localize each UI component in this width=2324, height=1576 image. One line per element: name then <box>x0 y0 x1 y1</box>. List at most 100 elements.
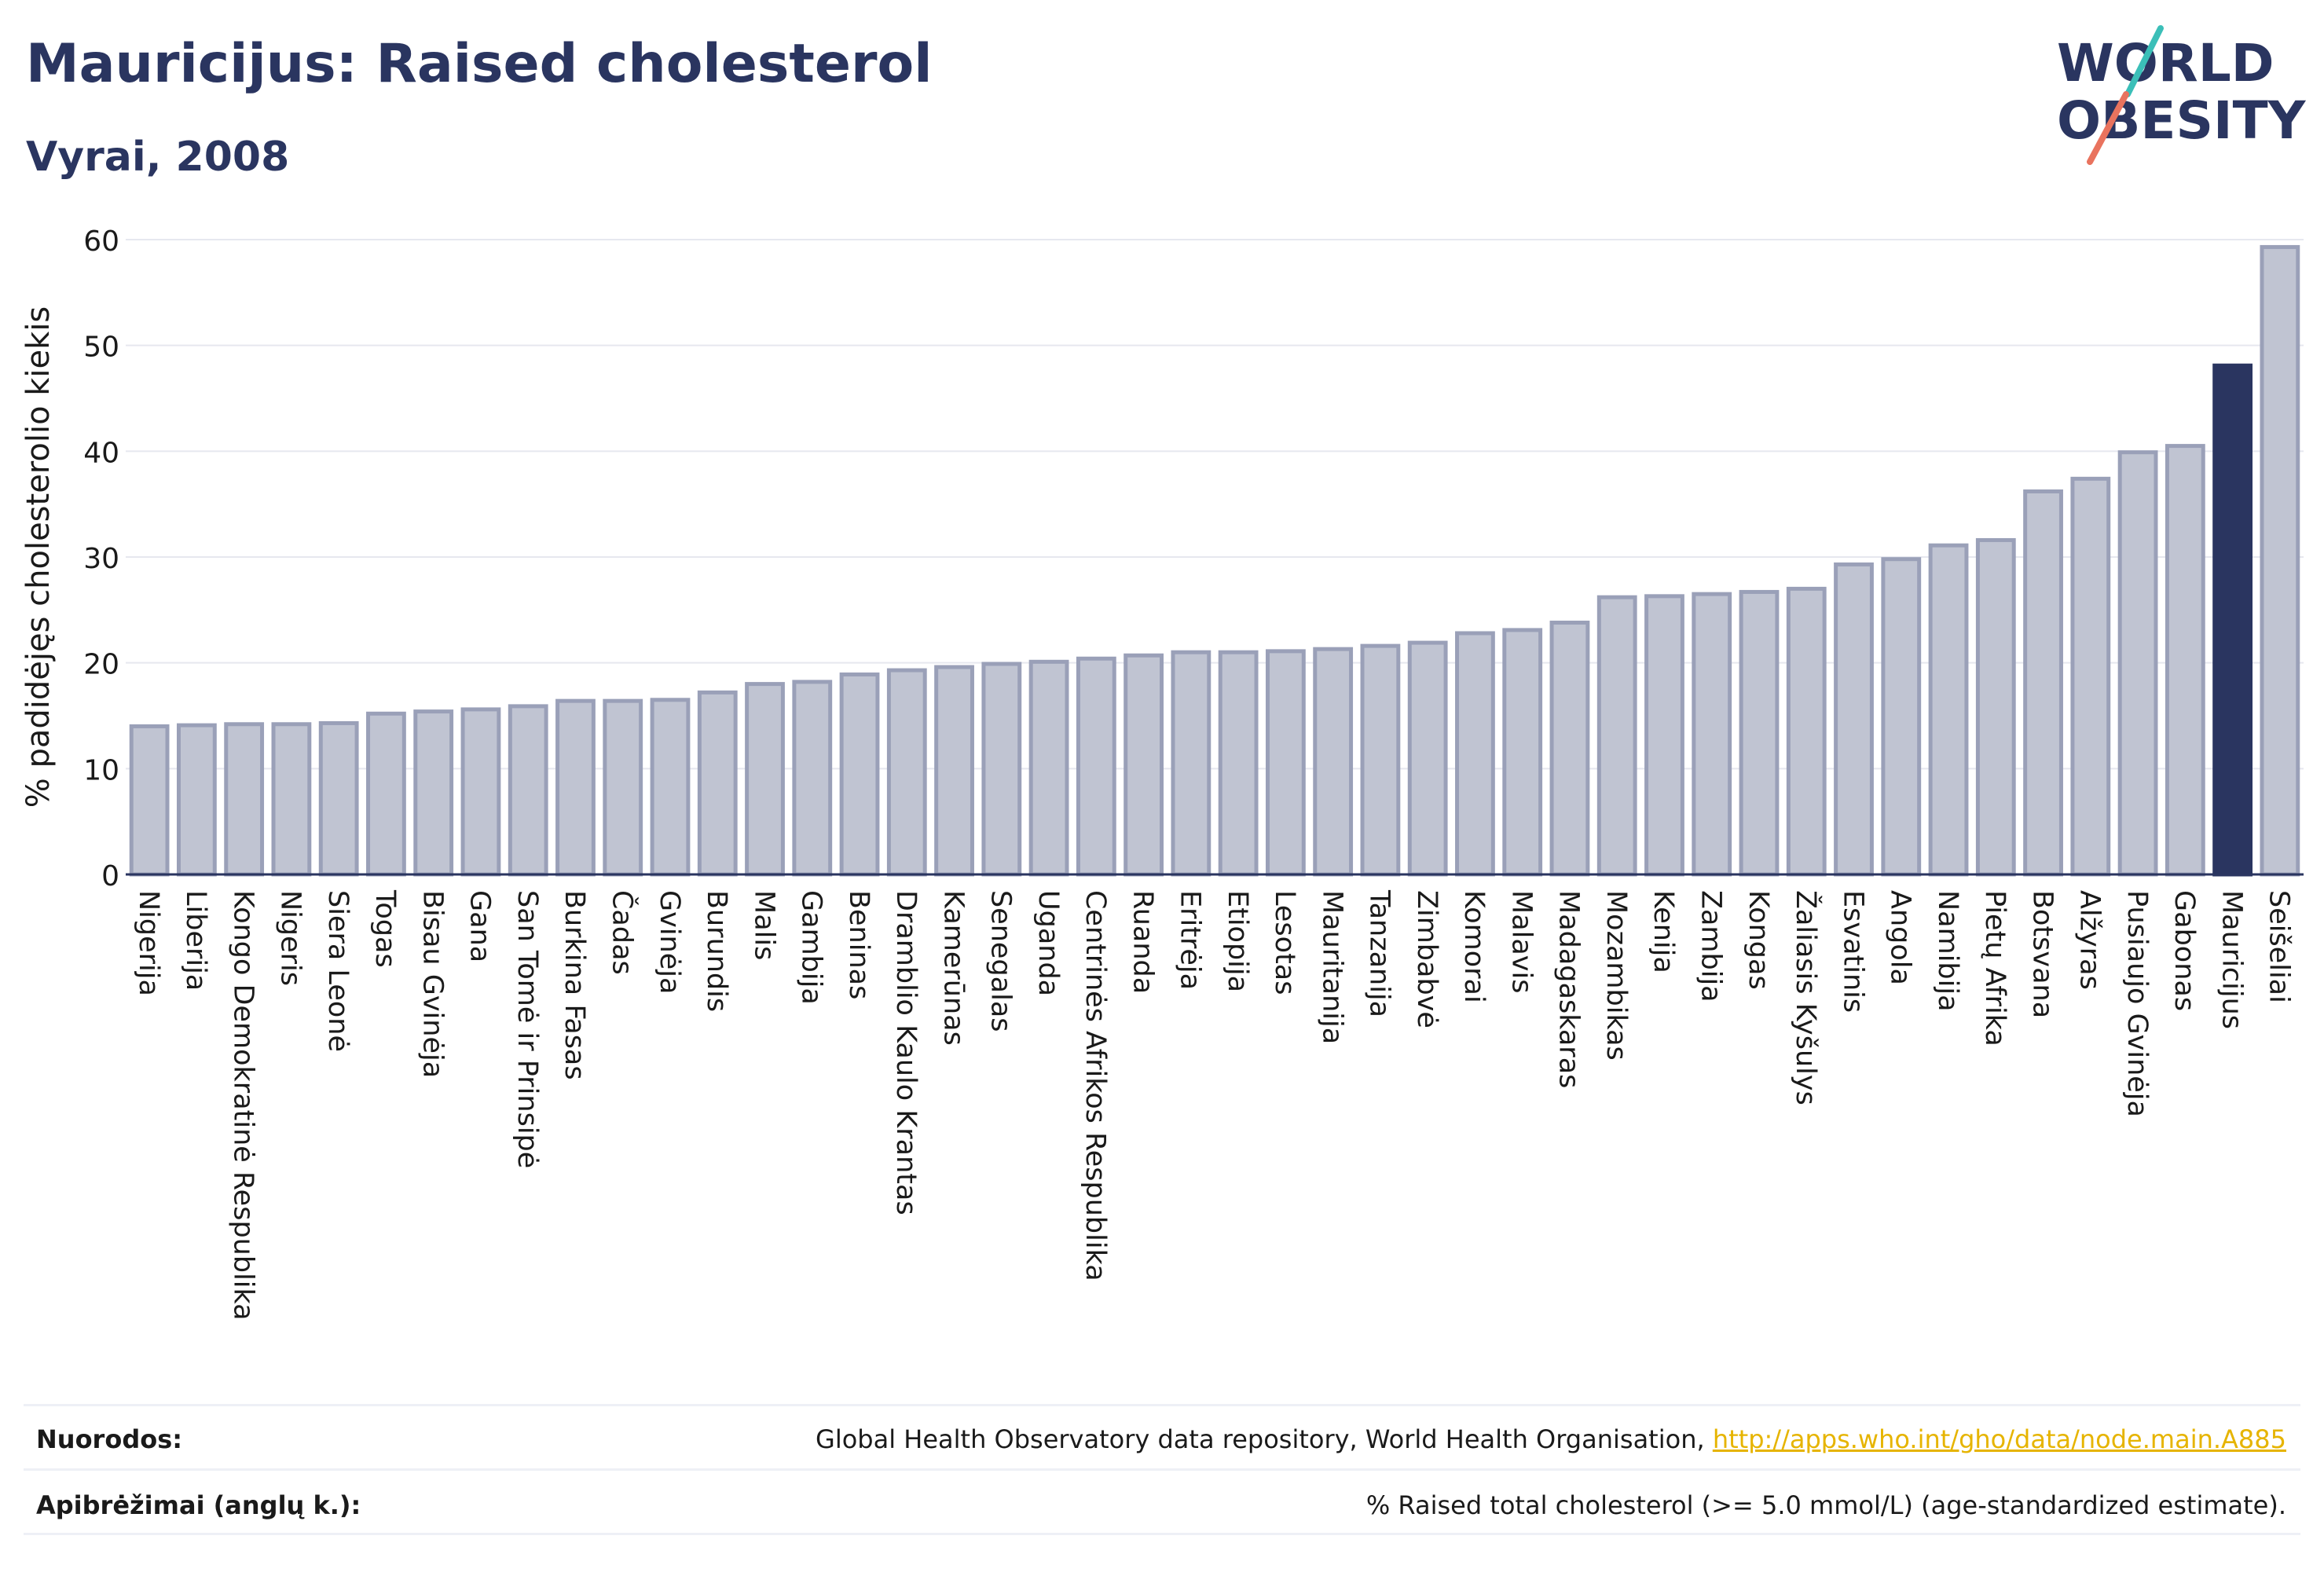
x-tick-label: Dramblio Kaulo Krantas <box>890 890 922 1215</box>
x-tick-label: Komorai <box>1458 890 1490 1003</box>
bar <box>1881 557 1922 877</box>
x-tick-label: Kenija <box>1648 890 1679 973</box>
bar <box>1692 592 1732 877</box>
x-tick-label: Nigeris <box>275 890 306 986</box>
x-tick-label: Esvatinis <box>1837 890 1868 1013</box>
x-tick-label: Seišeliai <box>2264 890 2295 1003</box>
x-tick-label: Kongas <box>1743 890 1774 990</box>
x-tick-label: San Tomė ir Prinsipė <box>511 890 543 1168</box>
bar <box>1171 650 1211 877</box>
chart-subtitle: Vyrai, 2008 <box>26 134 290 181</box>
x-tick-label: Etiopija <box>1222 890 1253 992</box>
y-axis-ticks: 0 10 20 30 40 50 60 <box>83 225 119 892</box>
bar <box>1928 543 1969 877</box>
bar <box>224 722 265 877</box>
bar <box>508 704 548 877</box>
bar <box>839 672 880 877</box>
logo-slash-teal <box>2124 25 2164 97</box>
x-tick-label: Ruanda <box>1127 890 1158 994</box>
sources-label: Nuorodos: <box>36 1424 183 1454</box>
x-tick-label: Gvinėja <box>654 890 685 994</box>
bar <box>1596 595 1637 877</box>
x-tick-label: Mozambikas <box>1600 890 1632 1061</box>
definition-value: % Raised total cholesterol (>= 5.0 mmol/… <box>1365 1490 2286 1520</box>
bar <box>1124 653 1164 877</box>
x-tick-label: Čadas <box>606 890 639 975</box>
sources-value: Global Health Observatory data repositor… <box>816 1424 2286 1454</box>
bar <box>745 682 785 877</box>
sources-link[interactable]: http://apps.who.int/gho/data/node.main.A… <box>1712 1424 2286 1454</box>
bar <box>1028 659 1069 877</box>
x-tick-label: Lesotas <box>1269 890 1300 995</box>
x-tick-label: Kongo Demokratinė Respublika <box>227 890 258 1321</box>
bar <box>1834 562 1874 877</box>
bar <box>2070 476 2111 877</box>
x-tick-label: Namibija <box>1932 890 1963 1012</box>
x-axis-labels: Nigerija Liberija Kongo Demokratinė Respub… <box>133 889 2295 1321</box>
x-tick-label: Pusiaujo Gvinėja <box>2121 890 2153 1117</box>
x-tick-label: Zambija <box>1695 890 1726 1002</box>
y-tick-label: 50 <box>83 332 119 364</box>
x-tick-label: Burkina Fasas <box>559 890 590 1080</box>
x-tick-label: Centrinės Afrikos Respublika <box>1080 890 1111 1281</box>
x-tick-label: Beninas <box>843 890 874 999</box>
bar <box>413 709 454 877</box>
bar <box>1360 643 1401 877</box>
bar <box>1502 628 1543 877</box>
bar <box>129 724 170 877</box>
x-tick-label: Gabonas <box>2168 890 2200 1011</box>
x-tick-label: Madagaskaras <box>1553 890 1585 1088</box>
x-tick-label: Mauricijus <box>2216 890 2247 1029</box>
bar <box>934 665 974 877</box>
logo-slash-coral <box>2087 91 2129 165</box>
bar <box>1265 649 1306 877</box>
x-tick-label: Alžyras <box>2074 890 2106 990</box>
bar <box>366 711 406 877</box>
x-tick-label: Bisau Gvinėja <box>416 890 448 1078</box>
y-tick-label: 10 <box>83 754 119 786</box>
footer-divider-bottom <box>24 1533 2300 1535</box>
bar <box>603 698 643 877</box>
x-tick-label: Pietų Afrika <box>1979 890 2011 1046</box>
sources-text: Global Health Observatory data repositor… <box>816 1424 1705 1454</box>
x-tick-label: Tanzanija <box>1364 889 1395 1017</box>
definition-label: Apibrėžimai (anglų k.): <box>36 1490 361 1520</box>
x-tick-label: Zimbabvė <box>1411 890 1442 1028</box>
y-axis-label: % padidėjęs cholesterolio kiekis <box>20 306 57 808</box>
x-tick-label: Malis <box>748 890 779 960</box>
bar <box>1786 586 1827 877</box>
x-tick-label: Žaliasis Kyšulys <box>1790 890 1823 1105</box>
bar <box>1644 594 1684 877</box>
x-tick-label: Siera Leonė <box>322 890 354 1052</box>
x-tick-label: Gana <box>464 890 496 962</box>
bar <box>318 720 359 877</box>
x-tick-label: Kamerūnas <box>937 890 969 1046</box>
x-tick-label: Senegalas <box>985 890 1017 1032</box>
bar <box>1455 631 1495 877</box>
y-tick-label: 20 <box>83 649 119 681</box>
bar <box>886 668 927 877</box>
x-tick-label: Gambija <box>796 890 827 1005</box>
bar <box>1549 620 1590 877</box>
footer-divider-top <box>24 1404 2300 1406</box>
bar <box>2117 450 2158 877</box>
bar <box>1407 640 1448 877</box>
y-tick-label: 40 <box>83 437 119 469</box>
x-tick-label: Eritrėja <box>1175 890 1206 990</box>
bar <box>650 698 691 877</box>
bar <box>697 690 738 877</box>
bar <box>1076 656 1116 877</box>
x-tick-label: Mauritanija <box>1316 890 1347 1044</box>
bar <box>2260 244 2300 877</box>
footer-divider-middle <box>24 1468 2300 1471</box>
x-tick-label: Nigerija <box>133 890 164 996</box>
y-tick-label: 60 <box>83 225 119 258</box>
bars <box>129 244 2300 877</box>
logo-word-world: WORLD <box>2057 33 2275 93</box>
y-tick-label: 30 <box>83 543 119 575</box>
x-tick-label: Liberija <box>180 890 211 991</box>
x-tick-label: Botsvana <box>2026 890 2058 1018</box>
chart-title: Mauricijus: Raised cholesterol <box>26 33 933 95</box>
x-tick-label: Togas <box>369 889 401 968</box>
